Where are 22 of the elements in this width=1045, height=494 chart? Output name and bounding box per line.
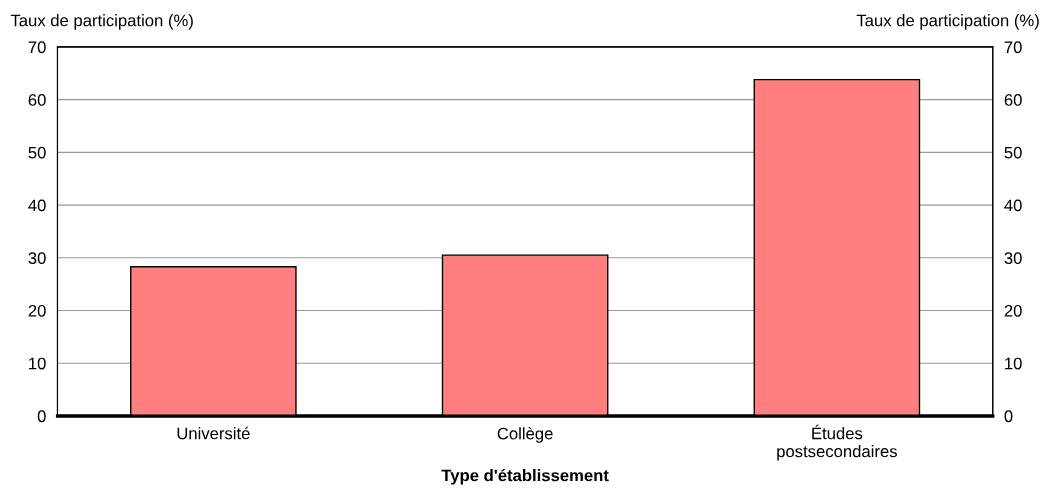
y-tick-label: 40: [28, 199, 46, 212]
y-axis-title: Taux de participation (%): [10, 14, 193, 30]
y-tick-label: 10: [29, 357, 46, 370]
x-tick-label: Études postsecondaires: [777, 424, 897, 461]
x-tick-label: Collège: [497, 427, 553, 443]
y2-tick-label: 60: [1004, 94, 1022, 106]
y2-tick-label: 50: [1004, 146, 1022, 159]
y-tick-label: 70: [28, 41, 46, 54]
y-tick-label: 50: [28, 146, 46, 159]
x-axis-title: Type d'établissement: [441, 468, 609, 485]
y2-tick-label: 10: [1005, 357, 1022, 370]
y-tick-label: 20: [28, 304, 46, 317]
y-tick-label: 30: [28, 252, 46, 264]
y2-tick-label: 0: [1004, 410, 1013, 423]
y-tick-label: 60: [28, 94, 46, 106]
y2-tick-label: 70: [1004, 41, 1022, 54]
y2-tick-label: 20: [1004, 304, 1022, 317]
y2-axis-title: Taux de participation (%): [856, 14, 1039, 30]
y-tick-label: 0: [37, 410, 46, 423]
y2-tick-label: 30: [1004, 252, 1022, 264]
x-tick-label: Université: [177, 426, 250, 440]
y2-tick-label: 40: [1004, 199, 1022, 212]
